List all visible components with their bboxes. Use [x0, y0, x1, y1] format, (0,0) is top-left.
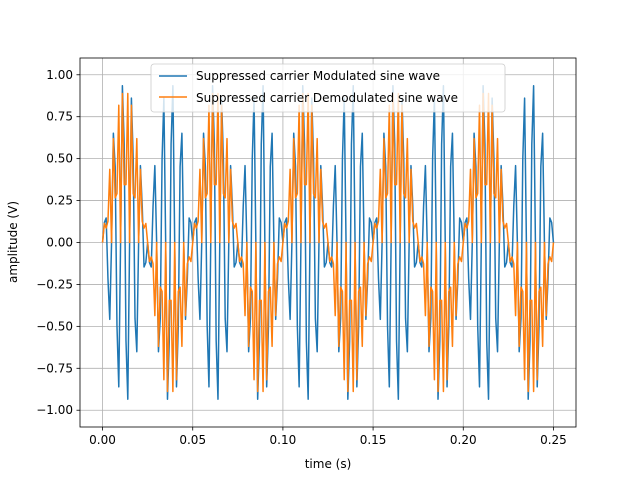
x-tick-label: 0.05 — [179, 433, 206, 447]
y-tick-label: −0.50 — [36, 319, 73, 333]
y-tick-label: −1.00 — [36, 403, 73, 417]
x-tick-label: 0.25 — [540, 433, 567, 447]
legend-label-demodulated: Suppressed carrier Demodulated sine wave — [196, 91, 458, 105]
series-line-demodulated — [101, 92, 555, 393]
x-tick-label: 0.20 — [450, 433, 477, 447]
y-tick-label: 0.00 — [46, 236, 73, 250]
x-tick-label: 0.15 — [360, 433, 387, 447]
x-axis: 0.00 0.05 0.10 0.15 0.20 0.25 — [89, 427, 567, 447]
legend-box — [150, 63, 506, 113]
legend: Suppressed carrier Modulated sine wave S… — [150, 63, 506, 113]
y-axis: −1.00 −0.75 −0.50 −0.25 0.00 0.25 0.50 0.75 1.00 — [36, 68, 80, 417]
y-tick-label: 0.25 — [46, 194, 73, 208]
x-axis-label: time (s) — [305, 457, 352, 471]
y-tick-label: −0.75 — [36, 361, 73, 375]
x-tick-label: 0.00 — [89, 433, 116, 447]
x-tick-label: 0.10 — [270, 433, 297, 447]
y-tick-label: −0.25 — [36, 277, 73, 291]
y-axis-label: amplitude (V) — [6, 201, 20, 283]
series-layer — [101, 85, 555, 400]
y-tick-label: 1.00 — [46, 68, 73, 82]
y-tick-label: 0.75 — [46, 110, 73, 124]
legend-label-modulated: Suppressed carrier Modulated sine wave — [196, 69, 440, 83]
y-tick-label: 0.50 — [46, 152, 73, 166]
